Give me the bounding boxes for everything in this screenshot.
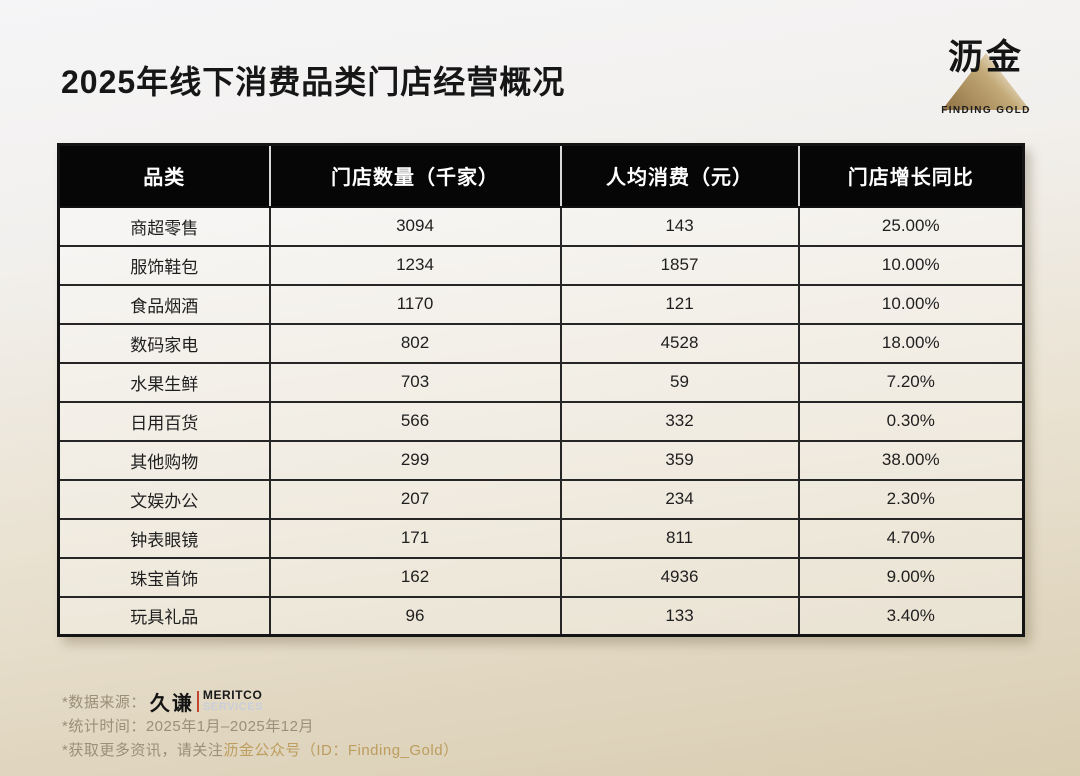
table-row: 水果生鲜 703 59 7.20%: [57, 361, 1025, 403]
footnotes: *数据来源： 久谦 MERITCO SERVICES *统计时间：2025年1月…: [62, 689, 459, 761]
category-stats-table: 品类 门店数量（千家） 人均消费（元） 门店增长同比 商超零售 3094 143…: [57, 143, 1025, 637]
cell-growth: 10.00%: [797, 283, 1025, 325]
table-row: 日用百货 566 332 0.30%: [57, 400, 1025, 442]
cell-growth: 25.00%: [797, 205, 1025, 247]
cell-store-count: 1234: [268, 244, 562, 286]
cell-category: 商超零售: [57, 205, 271, 247]
table-row: 钟表眼镜 171 811 4.70%: [57, 517, 1025, 559]
cell-growth: 3.40%: [797, 595, 1025, 637]
table-row: 玩具礼品 96 133 3.40%: [57, 595, 1025, 637]
gold-pyramid-icon: [942, 53, 1030, 110]
footnote-wechat-prefix: *获取更多资讯，请关注: [62, 741, 224, 759]
table-row: 食品烟酒 1170 121 10.00%: [57, 283, 1025, 325]
footnote-data-source: *数据来源： 久谦 MERITCO SERVICES: [62, 689, 459, 715]
cell-spend: 133: [559, 595, 800, 637]
page-title: 2025年线下消费品类门店经营概况: [61, 64, 566, 100]
cell-store-count: 802: [268, 322, 562, 364]
cell-store-count: 1170: [268, 283, 562, 325]
cell-category: 钟表眼镜: [57, 517, 271, 559]
cell-store-count: 207: [268, 478, 562, 520]
table-row: 数码家电 802 4528 18.00%: [57, 322, 1025, 364]
cell-growth: 18.00%: [797, 322, 1025, 364]
cell-spend: 332: [559, 400, 800, 442]
cell-growth: 0.30%: [797, 400, 1025, 442]
wechat-account-id: 沥金公众号（ID：Finding_Gold）: [223, 741, 459, 759]
meritco-wordmark: MERITCO: [202, 688, 263, 702]
column-header-store-count: 门店数量（千家）: [269, 144, 562, 208]
cell-spend: 143: [559, 205, 800, 247]
jiuqian-logo: 久谦: [149, 692, 194, 715]
cell-store-count: 171: [268, 517, 562, 559]
cell-spend: 121: [559, 283, 800, 325]
cell-store-count: 96: [268, 595, 562, 637]
cell-spend: 359: [559, 439, 800, 481]
cell-category: 其他购物: [57, 439, 271, 481]
footnote-wechat: *获取更多资讯，请关注 沥金公众号（ID：Finding_Gold）: [62, 737, 459, 761]
cell-store-count: 3094: [268, 205, 562, 247]
column-header-spend-per-capita: 人均消费（元）: [560, 144, 800, 208]
cell-store-count: 703: [268, 361, 562, 403]
table-row: 其他购物 299 359 38.00%: [57, 439, 1025, 481]
brand-name: 沥金: [947, 38, 1024, 77]
meritco-logo: MERITCO SERVICES: [203, 689, 263, 713]
cell-growth: 38.00%: [797, 439, 1025, 481]
cell-spend: 4528: [559, 322, 800, 364]
cell-spend: 4936: [559, 556, 800, 598]
cell-growth: 10.00%: [797, 244, 1025, 286]
brand-logo: 沥金 FINDING GOLD: [936, 36, 1036, 116]
cell-spend: 234: [559, 478, 800, 520]
table-row: 文娱办公 207 234 2.30%: [57, 478, 1025, 520]
table-header: 品类 门店数量（千家） 人均消费（元） 门店增长同比: [58, 144, 1024, 208]
cell-category: 水果生鲜: [57, 361, 271, 403]
brand-tagline: FINDING GOLD: [941, 105, 1031, 116]
footnote-period: *统计时间：2025年1月–2025年12月: [62, 713, 459, 737]
cell-spend: 59: [559, 361, 800, 403]
cell-category: 珠宝首饰: [57, 556, 271, 598]
column-header-category: 品类: [58, 144, 271, 208]
footnote-period-text: *统计时间：2025年1月–2025年12月: [62, 717, 314, 735]
cell-category: 数码家电: [57, 322, 271, 364]
table-row: 服饰鞋包 1234 1857 10.00%: [57, 244, 1025, 286]
cell-spend: 811: [559, 517, 800, 559]
footnote-source-label: *数据来源：: [62, 693, 146, 711]
cell-growth: 2.30%: [797, 478, 1025, 520]
cell-growth: 7.20%: [797, 361, 1025, 403]
cell-spend: 1857: [559, 244, 800, 286]
cell-category: 玩具礼品: [57, 595, 271, 637]
cell-store-count: 299: [268, 439, 562, 481]
cell-category: 服饰鞋包: [57, 244, 271, 286]
cell-growth: 9.00%: [797, 556, 1025, 598]
meritco-divider: [196, 690, 199, 712]
table-row: 珠宝首饰 162 4936 9.00%: [57, 556, 1025, 598]
meritco-services-label: SERVICES: [202, 701, 264, 713]
cell-category: 日用百货: [57, 400, 271, 442]
cell-category: 文娱办公: [57, 478, 271, 520]
cell-store-count: 566: [268, 400, 562, 442]
cell-store-count: 162: [268, 556, 562, 598]
column-header-growth-yoy: 门店增长同比: [798, 144, 1024, 208]
cell-category: 食品烟酒: [57, 283, 271, 325]
cell-growth: 4.70%: [797, 517, 1025, 559]
table-row: 商超零售 3094 143 25.00%: [57, 205, 1025, 247]
